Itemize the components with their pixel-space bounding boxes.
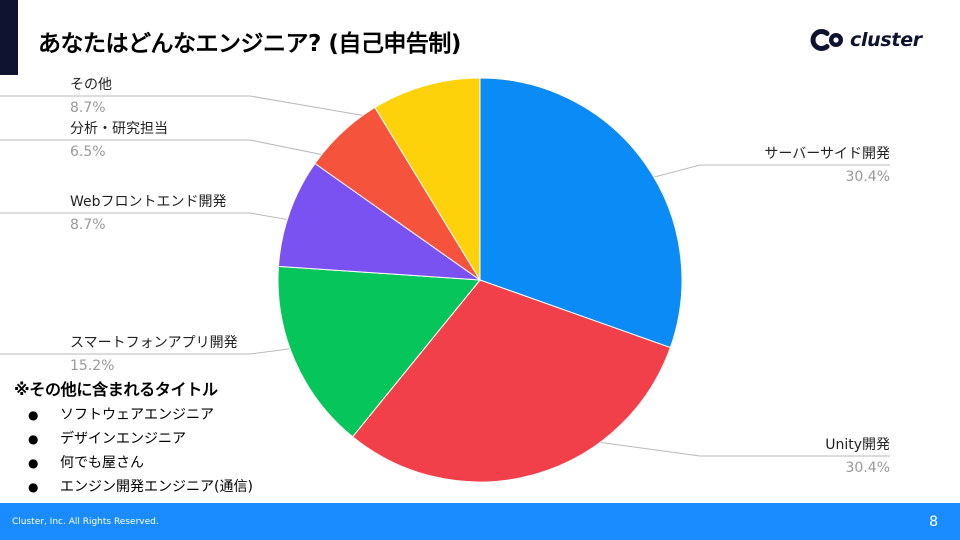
pie-slices xyxy=(277,77,683,483)
title-accent-bar xyxy=(0,0,18,75)
slice-label: その他 xyxy=(70,77,112,93)
leader-line xyxy=(0,212,332,228)
list-item: ● ソフトウェアエンジニア xyxy=(14,403,253,427)
page-title: あなたはどんなエンジニア? (自己申告制) xyxy=(38,31,461,57)
slice-label: Webフロントエンド開発 xyxy=(70,194,227,210)
slice-value-label: 6.5% xyxy=(70,144,106,160)
list-item: ● エンジン開発エンジニア(通信) xyxy=(14,475,253,499)
list-item: ● デザインエンジニア xyxy=(14,427,253,451)
slice-value-label: 8.7% xyxy=(70,217,106,233)
pie-slice xyxy=(277,265,481,438)
pie-slice xyxy=(479,77,683,349)
cluster-logo: cluster xyxy=(810,27,922,53)
slice-label: 分析・研究担当 xyxy=(70,121,168,137)
note-list: ● ソフトウェアエンジニア ● デザインエンジニア ● 何でも屋さん ● エンジン開発エ… xyxy=(14,403,253,499)
list-item-text: 何でも屋さん xyxy=(60,455,144,471)
logo-text: cluster xyxy=(850,29,922,51)
bullet-icon: ● xyxy=(28,456,39,470)
copyright-text: Cluster, Inc. All Rights Reserved. xyxy=(12,516,159,527)
list-item-text: エンジン開発エンジニア(通信) xyxy=(60,479,253,495)
slice-value-label: 8.7% xyxy=(70,100,106,116)
list-item-text: ソフトウェアエンジニア xyxy=(60,407,214,423)
bullet-icon: ● xyxy=(28,480,39,494)
slice-value-label: 30.4% xyxy=(846,460,890,476)
other-titles-note: ※その他に含まれるタイトル ● ソフトウェアエンジニア ● デザインエンジニア ● 何… xyxy=(14,376,253,499)
footer-bar: Cluster, Inc. All Rights Reserved. 8 xyxy=(0,503,960,540)
pie-slice xyxy=(351,279,671,483)
slice-label: Unity開発 xyxy=(825,437,890,453)
note-title: ※その他に含まれるタイトル xyxy=(14,380,218,399)
slice-labels: サーバーサイド開発 30.4% Unity開発 30.4% スマートフォンアプリ開発 15… xyxy=(70,77,890,476)
slice-label: スマートフォンアプリ開発 xyxy=(70,335,238,351)
pie-slice xyxy=(374,77,481,282)
page-number: 8 xyxy=(929,513,938,530)
bullet-icon: ● xyxy=(28,432,39,446)
slice-value-label: 15.2% xyxy=(70,358,114,374)
pie-slice xyxy=(277,162,482,281)
slice-value-label: 30.4% xyxy=(846,169,890,185)
list-item-text: デザインエンジニア xyxy=(60,431,186,447)
list-item: ● 何でも屋さん xyxy=(14,451,253,475)
bullet-icon: ● xyxy=(28,408,39,422)
cluster-logo-icon xyxy=(810,29,843,51)
slice-label: サーバーサイド開発 xyxy=(764,146,890,162)
